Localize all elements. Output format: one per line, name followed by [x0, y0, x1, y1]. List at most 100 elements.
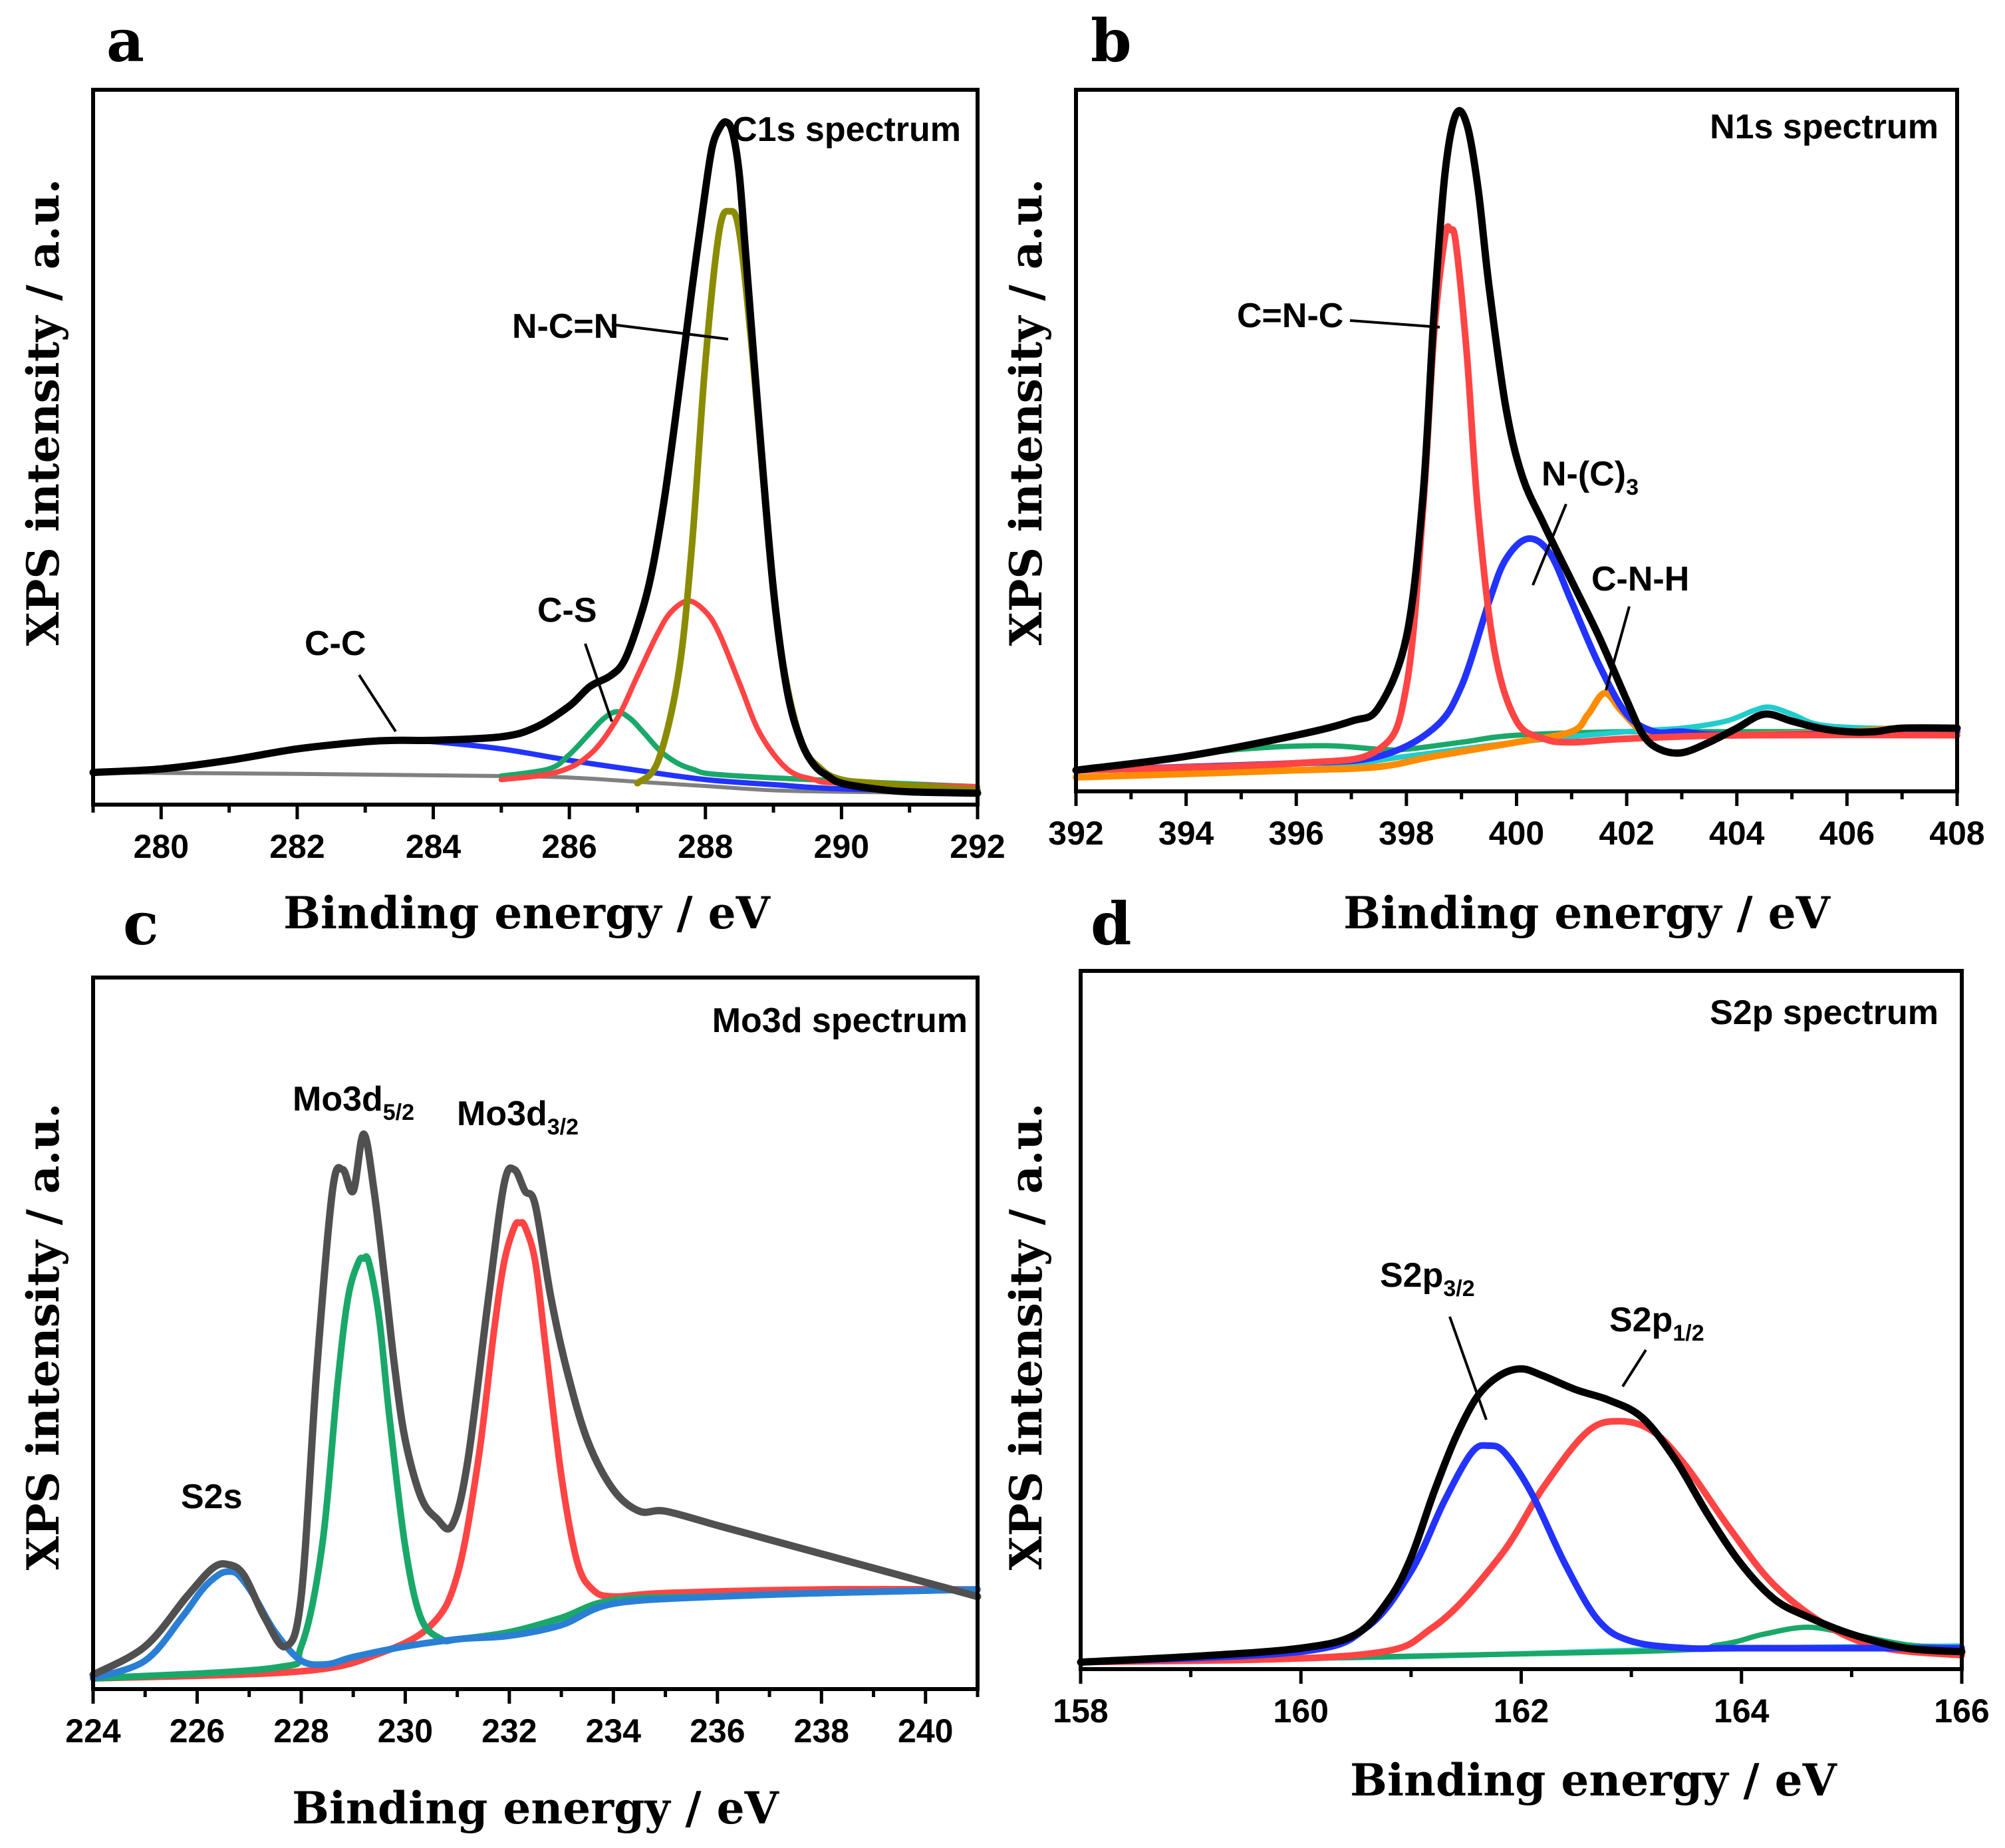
x-tick-label: 228 [273, 1712, 329, 1750]
series-mo3d3-2-line [90, 1219, 981, 1682]
x-tick-label: 238 [794, 1712, 849, 1750]
y-axis-title-a: XPS intensity / a.u. [17, 179, 69, 646]
annotation-mo3d32-sub: 3/2 [547, 1115, 579, 1140]
annotation-c-s: C-S [537, 591, 597, 630]
annotation-s2p32-sub: 3/2 [1443, 1276, 1474, 1301]
x-axis-title-b: Binding energy / eV [1343, 887, 1831, 939]
x-tick-label: 224 [65, 1712, 121, 1750]
x-tick-label: 166 [1934, 1692, 1989, 1730]
curves-d [1077, 1365, 1966, 1666]
panel-letter-d: d [1091, 889, 1132, 958]
annotation-mo3d52-main: Mo3d [293, 1080, 383, 1119]
leader-n-c3 [1532, 503, 1567, 586]
x-ticks-a: 280 282 284 286 288 290 292 [91, 805, 1005, 865]
annotation-s2p12-main: S2p [1609, 1301, 1672, 1339]
x-tick-label: 232 [481, 1712, 537, 1750]
panel-c: c XPS intensity / a.u. Binding energy / … [17, 889, 982, 1834]
annotation-c-n-c: C=N-C [1237, 297, 1343, 335]
leader-c-n-c [1349, 319, 1440, 329]
annotation-n-c3-main: N-(C) [1541, 455, 1626, 493]
x-tick-label: 282 [269, 828, 325, 865]
series-red-line [498, 598, 980, 790]
x-ticks-b: 392 394 396 398 400 402 404 406 408 [1048, 791, 1985, 852]
plot-frame-b [1074, 88, 1959, 793]
leader-c-s [584, 643, 613, 722]
annotation-mo3d52: Mo3d5/2 [293, 1080, 414, 1125]
spectrum-title-a: C1s spectrum [732, 110, 961, 149]
plot-frame-d [1079, 969, 1964, 1671]
panel-d: d XPS intensity / a.u. Binding energy / … [1000, 889, 1990, 1806]
x-axis-title-c: Binding energy / eV [292, 1782, 779, 1834]
annotation-n-c3: N-(C)3 [1541, 455, 1639, 500]
annotation-c-c: C-C [305, 624, 366, 663]
spectrum-title-b: N1s spectrum [1710, 108, 1938, 146]
series-envelope-line [1077, 1365, 1966, 1666]
x-tick-label: 394 [1158, 815, 1214, 852]
plot-frame-a [91, 88, 980, 807]
x-tick-label: 284 [406, 828, 462, 865]
annotation-s2s: S2s [181, 1478, 243, 1516]
x-tick-label: 408 [1929, 815, 1984, 852]
series-envelope-line [89, 118, 982, 797]
x-tick-label: 160 [1273, 1692, 1329, 1730]
annotation-mo3d52-sub: 5/2 [383, 1100, 414, 1125]
annotation-mo3d32: Mo3d3/2 [457, 1095, 579, 1140]
annotation-s2p32-main: S2p [1380, 1256, 1443, 1295]
x-tick-label: 292 [950, 828, 1005, 865]
y-axis-title-c: XPS intensity / a.u. [17, 1103, 69, 1571]
series-envelope-line [1072, 107, 1961, 774]
x-tick-label: 392 [1048, 815, 1103, 852]
x-tick-label: 404 [1709, 815, 1765, 852]
annotation-s2p12-sub: 1/2 [1672, 1321, 1704, 1346]
x-tick-label: 158 [1053, 1692, 1108, 1730]
x-ticks-d: 158 160 162 164 166 [1053, 1669, 1990, 1730]
x-tick-label: 400 [1489, 815, 1544, 852]
leader-c-n-h [1605, 606, 1631, 691]
series-mo3d5-2-line [90, 1253, 981, 1682]
x-tick-label: 402 [1599, 815, 1654, 852]
annotation-s2p32: S2p3/2 [1380, 1256, 1475, 1301]
x-tick-label: 162 [1494, 1692, 1549, 1730]
curves-b [1072, 107, 1961, 781]
x-tick-label: 230 [378, 1712, 433, 1750]
series-envelope-line [89, 1130, 982, 1679]
panel-b: b XPS intensity / a.u. Binding energy / … [1000, 6, 1985, 939]
x-axis-title-a: Binding energy / eV [283, 887, 771, 939]
leader-s2p12 [1621, 1349, 1647, 1388]
series-background-line [91, 770, 980, 795]
x-tick-label: 286 [541, 828, 597, 865]
x-axis-title-d: Binding energy / eV [1350, 1754, 1837, 1806]
x-tick-label: 290 [814, 828, 869, 865]
annotation-n-c-n: N-C=N [512, 307, 618, 346]
x-tick-label: 226 [170, 1712, 225, 1750]
x-tick-label: 406 [1819, 815, 1875, 852]
plot-frame-c [91, 976, 980, 1691]
x-tick-label: 396 [1269, 815, 1324, 852]
x-tick-label: 234 [586, 1712, 642, 1750]
x-tick-label: 236 [690, 1712, 745, 1750]
annotation-c-n-h: C-N-H [1591, 560, 1689, 598]
y-axis-title-b: XPS intensity / a.u. [1000, 179, 1052, 646]
x-tick-label: 240 [898, 1712, 953, 1750]
y-axis-title-d: XPS intensity / a.u. [1000, 1103, 1052, 1571]
x-ticks-c: 224 226 228 230 232 234 236 238 240 [65, 1689, 980, 1750]
annotation-mo3d32-main: Mo3d [457, 1095, 547, 1133]
annotation-n-c3-sub: 3 [1626, 475, 1639, 500]
panel-a: a XPS intensity / a.u. Binding energy / … [17, 6, 1005, 939]
curves-c [89, 1130, 982, 1682]
x-tick-label: 280 [134, 828, 189, 865]
series-c-n-c-line [1073, 223, 1960, 774]
x-tick-label: 288 [678, 828, 733, 865]
curves-a [89, 118, 982, 797]
panel-letter-c: c [123, 889, 159, 958]
spectrum-title-d: S2p spectrum [1710, 993, 1938, 1032]
series-c-s-line [498, 709, 980, 790]
series-s2s-line [90, 1568, 981, 1682]
series-n-c-3-line [1073, 535, 1960, 774]
leader-c-c [358, 674, 397, 733]
x-tick-label: 164 [1714, 1692, 1770, 1730]
panel-letter-a: a [106, 6, 144, 75]
panel-letter-b: b [1091, 6, 1132, 75]
annotation-s2p12: S2p1/2 [1609, 1301, 1704, 1346]
